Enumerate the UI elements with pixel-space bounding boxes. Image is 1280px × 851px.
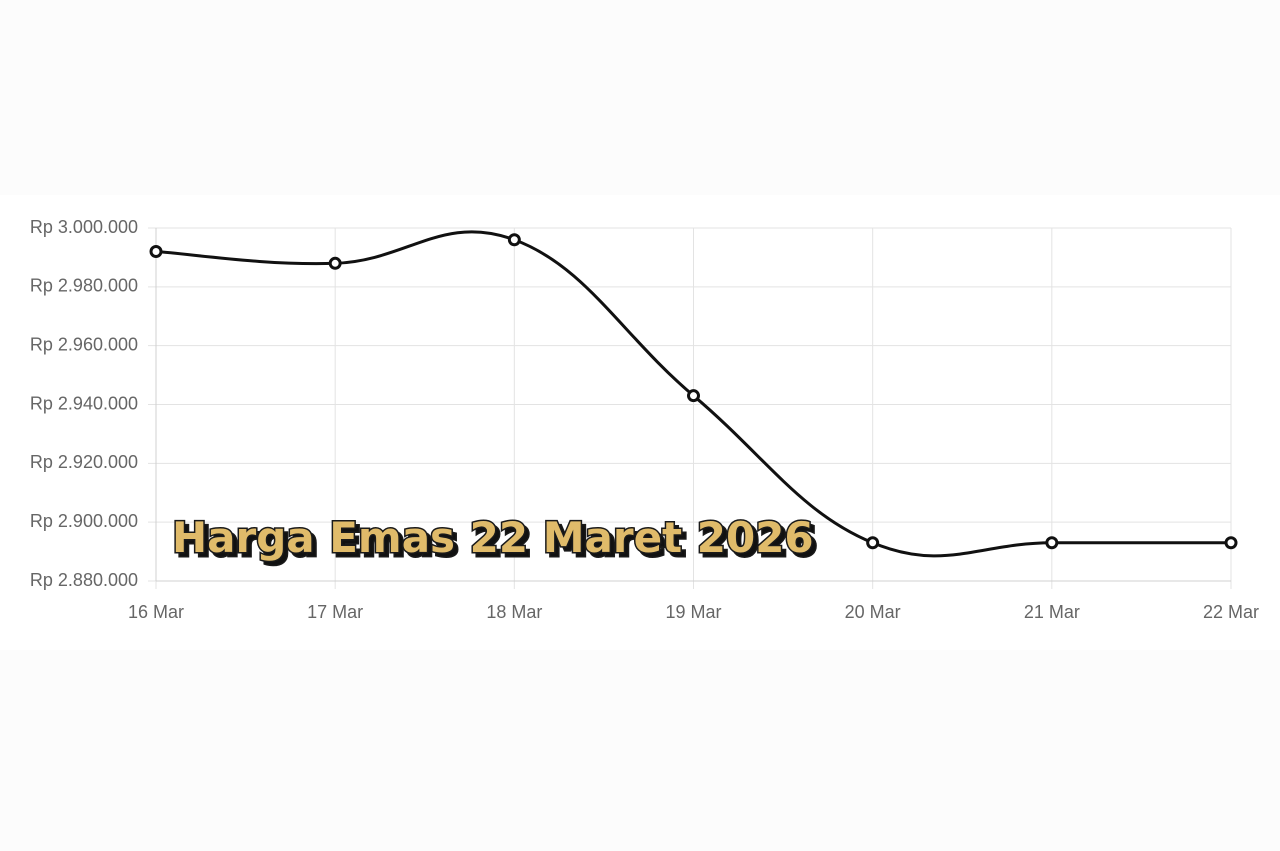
point bbox=[1045, 536, 1059, 550]
point bbox=[866, 536, 880, 550]
y-tick-label: Rp 2.940.000 bbox=[30, 393, 138, 413]
point bbox=[1224, 536, 1238, 550]
y-tick-label: Rp 2.900.000 bbox=[30, 511, 138, 531]
x-tick-label: 22 Mar bbox=[1203, 602, 1259, 622]
y-tick-label: Rp 3.000.000 bbox=[30, 217, 138, 237]
chart-area bbox=[0, 195, 1280, 650]
point bbox=[149, 245, 163, 259]
y-tick-label: Rp 2.880.000 bbox=[30, 570, 138, 590]
x-tick-label: 19 Mar bbox=[665, 602, 721, 622]
y-tick-label: Rp 2.980.000 bbox=[30, 276, 138, 296]
x-tick-label: 17 Mar bbox=[307, 602, 363, 622]
x-tick-label: 20 Mar bbox=[845, 602, 901, 622]
point bbox=[687, 389, 700, 403]
chart-title: Harga Emas 22 Maret 2026 bbox=[172, 513, 814, 562]
y-tick-label: Rp 2.920.000 bbox=[30, 452, 138, 472]
point bbox=[328, 256, 342, 270]
title-shadow: Harga Emas 22 Maret 2026 bbox=[176, 517, 818, 566]
x-tick-label: 21 Mar bbox=[1024, 602, 1080, 622]
x-tick-label: 16 Mar bbox=[128, 602, 184, 622]
y-tick-label: Rp 2.960.000 bbox=[30, 334, 138, 354]
x-tick-label: 18 Mar bbox=[486, 602, 542, 622]
point bbox=[507, 233, 521, 247]
